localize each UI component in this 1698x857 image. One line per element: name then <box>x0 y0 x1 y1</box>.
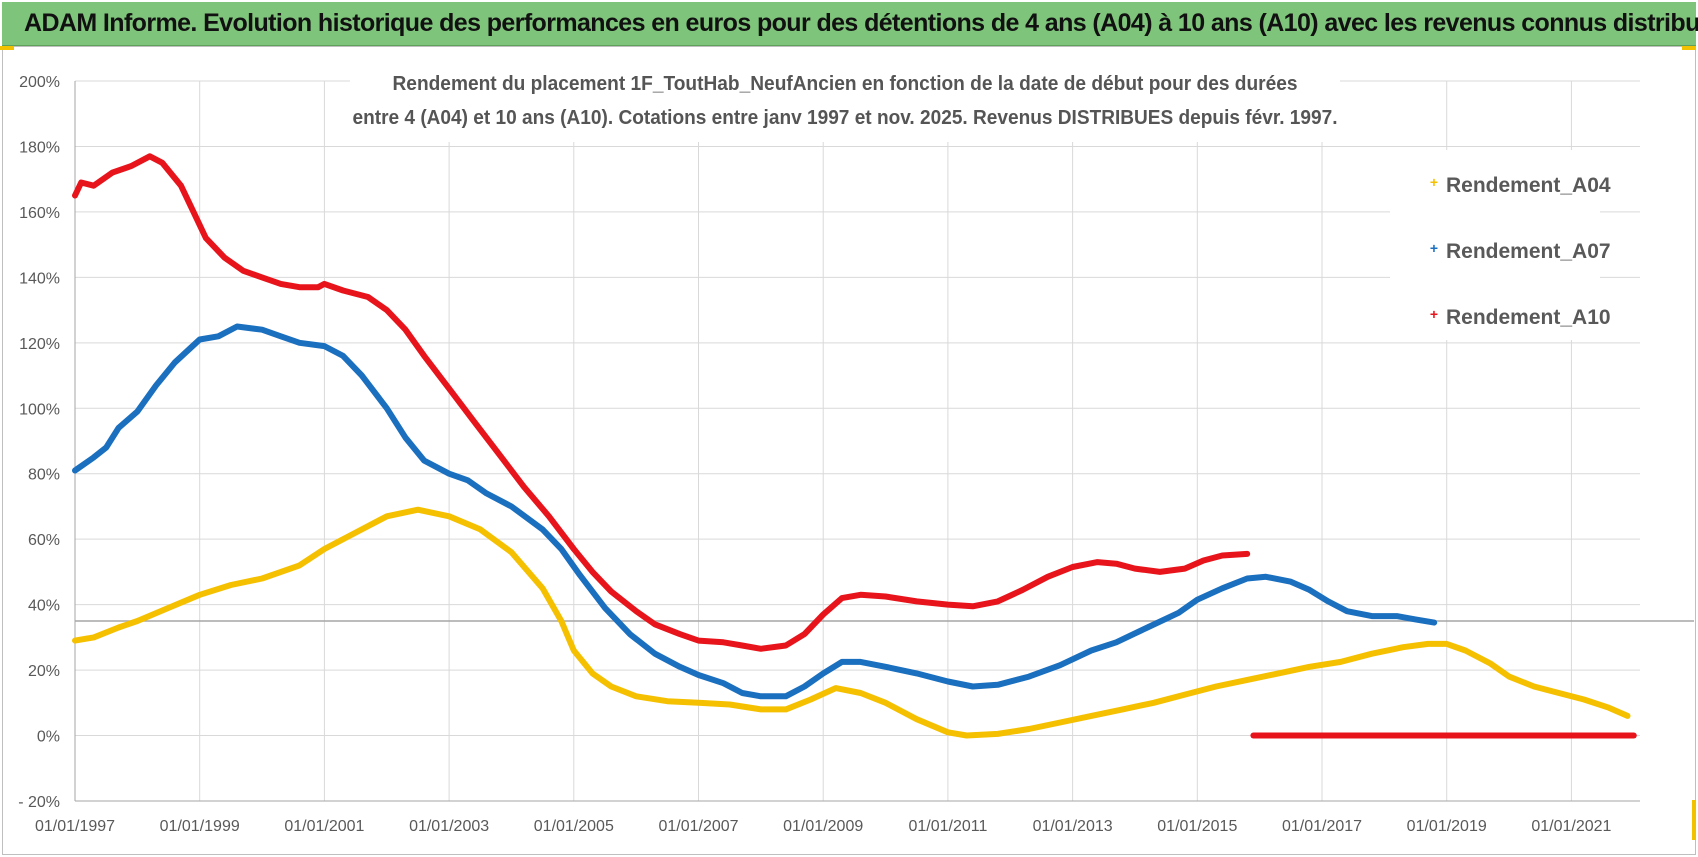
legend-background <box>1390 150 1600 340</box>
legend-marker: + <box>1430 306 1438 322</box>
y-tick-label: 180% <box>19 139 60 156</box>
y-tick-label: 60% <box>28 532 60 549</box>
x-tick-label: 01/01/2001 <box>284 818 364 835</box>
legend: + Rendement_A04 + Rendement_A07 + Rendement_A… <box>1390 150 1611 340</box>
legend-marker: + <box>1430 240 1438 256</box>
legend-entry: + Rendement_A10 <box>1430 306 1611 329</box>
y-tick-label: 80% <box>28 467 60 484</box>
x-tick-label: 01/01/2005 <box>534 818 614 835</box>
y-tick-label: 140% <box>19 270 60 287</box>
y-tick-label: 200% <box>19 74 60 91</box>
x-tick-label: 01/01/2019 <box>1407 818 1487 835</box>
x-tick-label: 01/01/2015 <box>1157 818 1237 835</box>
legend-label: Rendement_A04 <box>1446 174 1611 197</box>
title-banner: ADAM Informe. Evolution historique des p… <box>2 2 1698 46</box>
x-tick-label: 01/01/1999 <box>160 818 240 835</box>
corner-mark-left <box>0 46 14 50</box>
x-tick-label: 01/01/2011 <box>908 818 987 835</box>
y-tick-label: 100% <box>19 401 60 418</box>
x-tick-label: 01/01/2009 <box>783 818 863 835</box>
legend-label: Rendement_A10 <box>1446 306 1611 329</box>
chart-title: Rendement du placement 1F_ToutHab_NeufAn… <box>350 58 1340 142</box>
x-tick-label: 01/01/2013 <box>1033 818 1113 835</box>
series-line-rendement-a04 <box>72 506 1631 739</box>
legend-entry: + Rendement_A04 <box>1430 174 1611 197</box>
gridlines <box>74 80 1640 802</box>
y-tick-label: 160% <box>19 205 60 222</box>
legend-entry: + Rendement_A07 <box>1430 240 1611 263</box>
x-tick-label: 01/01/2017 <box>1282 818 1362 835</box>
x-tick-label: 01/01/2003 <box>409 818 489 835</box>
chart-title-background <box>350 58 1340 142</box>
chart-title-line2: entre 4 (A04) et 10 ans (A10). Cotations… <box>353 107 1338 129</box>
y-tick-label: - 20% <box>18 794 60 811</box>
corner-mark-bottom-right <box>1692 800 1696 840</box>
chart-frame <box>2 46 1696 855</box>
corner-mark-right <box>1682 46 1696 50</box>
legend-marker: + <box>1430 174 1438 190</box>
x-tick-label: 01/01/2021 <box>1531 818 1611 835</box>
y-tick-label: 40% <box>28 598 60 615</box>
banner-title: ADAM Informe. Evolution historique des p… <box>24 9 1698 37</box>
x-tick-label: 01/01/1997 <box>35 818 115 835</box>
y-tick-label: 20% <box>28 663 60 680</box>
legend-label: Rendement_A07 <box>1446 240 1611 263</box>
y-tick-label: 0% <box>37 729 60 746</box>
axes: - 20% 0% 20% 40% 60% 80% 100% 120% 140% 160% 180% 2… <box>18 74 1694 835</box>
series-line-rendement-a07 <box>72 323 1438 700</box>
y-tick-label: 120% <box>19 336 60 353</box>
series-line-rendement-a10 <box>72 153 1251 652</box>
x-tick-label: 01/01/2007 <box>658 818 738 835</box>
chart-title-line1: Rendement du placement 1F_ToutHab_NeufAn… <box>393 73 1298 95</box>
series-group <box>72 153 1637 739</box>
